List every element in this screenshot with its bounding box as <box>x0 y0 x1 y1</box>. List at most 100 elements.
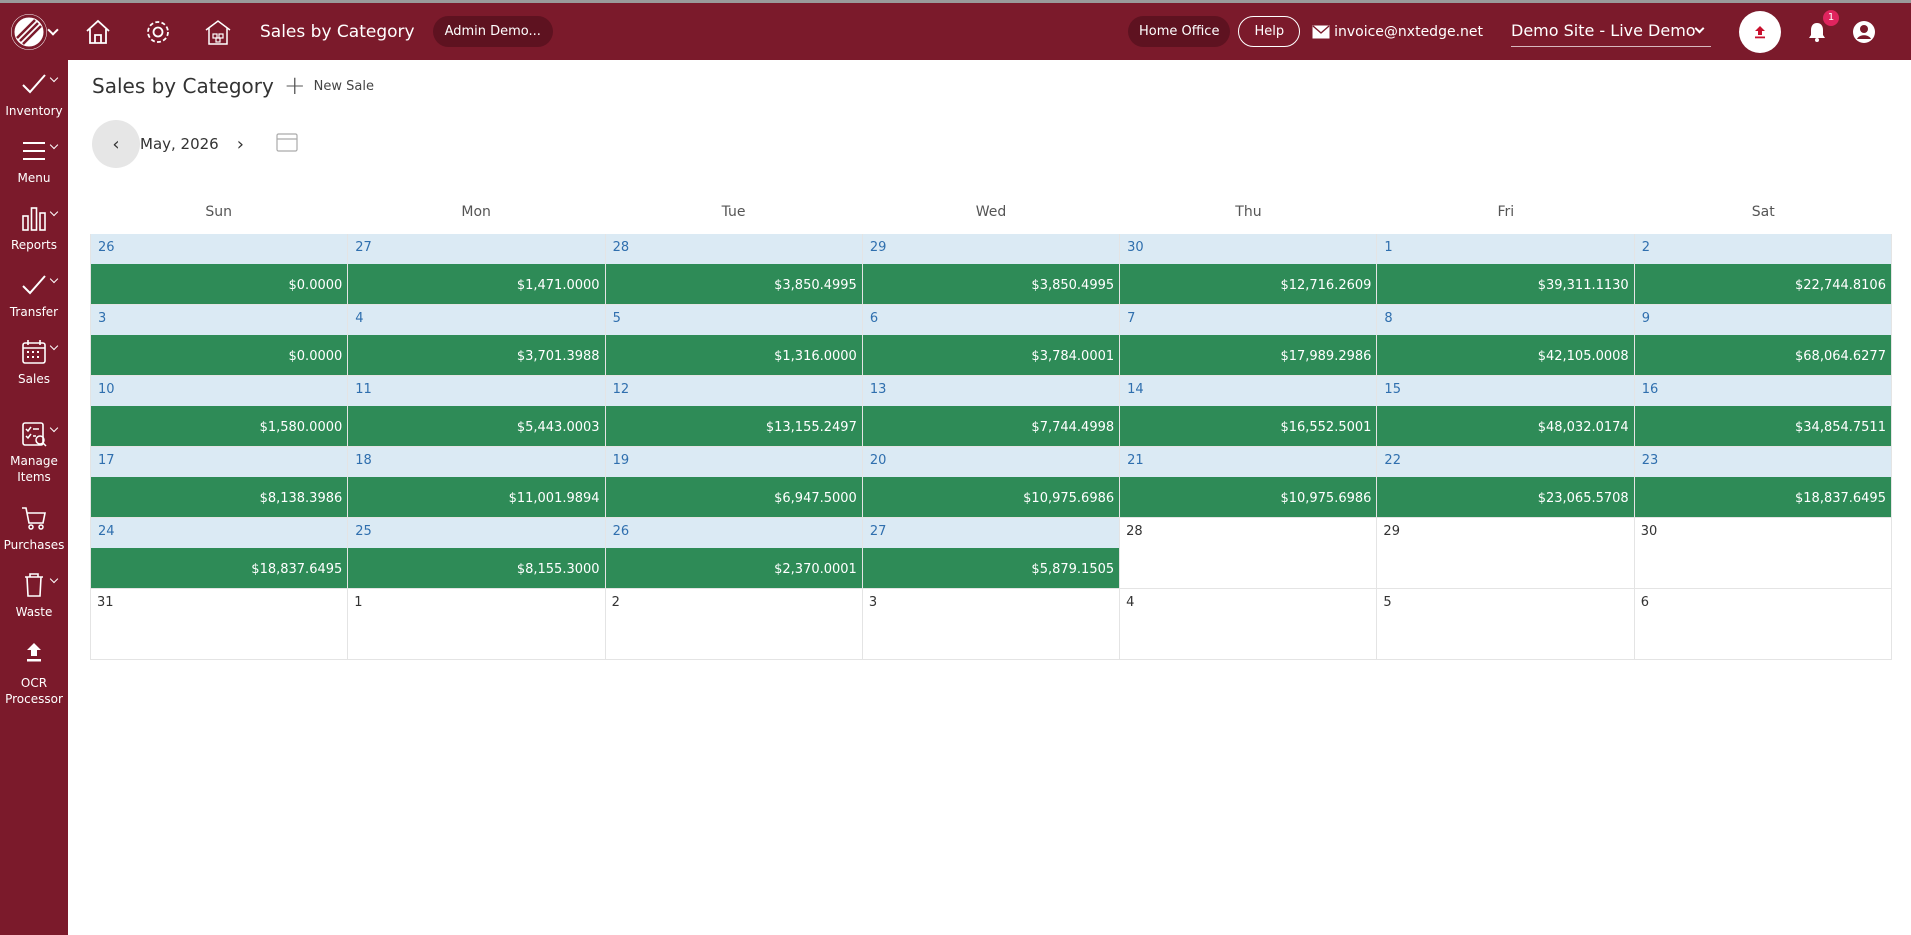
calendar-day-cell[interactable]: 27 $1,471.0000 <box>348 234 606 305</box>
calendar-day-cell[interactable]: 10 $1,580.0000 <box>91 376 349 447</box>
app-logo[interactable] <box>0 3 68 60</box>
calendar-day-cell[interactable]: 20 $10,975.6986 <box>862 447 1121 518</box>
calendar-day-cell[interactable]: 2 $22,744.8106 <box>1634 234 1892 305</box>
user-pill[interactable]: Admin Demo... <box>432 16 553 47</box>
sales-amount[interactable]: $8,155.3000 <box>348 548 605 588</box>
sales-amount[interactable]: $1,316.0000 <box>605 335 862 375</box>
calendar-day-cell[interactable]: 12 $13,155.2497 <box>605 376 863 447</box>
sales-amount[interactable]: $10,975.6986 <box>1120 477 1377 517</box>
site-select[interactable]: Demo Site - Live Demo <box>1511 17 1711 47</box>
sales-amount[interactable]: $11,001.9894 <box>348 477 605 517</box>
calendar-day-cell[interactable]: 15 $48,032.0174 <box>1377 376 1635 447</box>
calendar-day-cell[interactable]: 28 $3,850.4995 <box>605 234 863 305</box>
sales-amount[interactable]: $6,947.5000 <box>605 477 862 517</box>
sales-amount[interactable]: $10,975.6986 <box>862 477 1120 517</box>
calendar-day-cell[interactable]: 4 $3,701.3988 <box>348 305 606 376</box>
sales-amount[interactable]: $1,580.0000 <box>91 406 348 446</box>
calendar-day-cell[interactable]: 18 $11,001.9894 <box>348 447 606 518</box>
new-sale-button[interactable]: + New Sale <box>284 73 374 99</box>
calendar-day-cell[interactable]: 31 <box>91 589 349 660</box>
notifications-button[interactable]: 1 <box>1803 9 1839 46</box>
calendar-day-cell[interactable]: 1 <box>348 589 606 660</box>
sales-amount[interactable]: $42,105.0008 <box>1377 335 1634 375</box>
calendar-day-cell[interactable]: 7 $17,989.2986 <box>1120 305 1378 376</box>
calendar-day-cell[interactable]: 6 $3,784.0001 <box>862 305 1121 376</box>
sales-amount[interactable]: $0.0000 <box>91 335 348 375</box>
calendar-day-cell[interactable]: 9 $68,064.6277 <box>1634 305 1892 376</box>
calendar-day-cell[interactable]: 28 <box>1120 518 1378 589</box>
calendar-day-cell[interactable]: 30 <box>1634 518 1892 589</box>
sales-amount[interactable]: $3,701.3988 <box>348 335 605 375</box>
sidebar-item-purchases[interactable]: Purchases <box>0 502 68 553</box>
sales-amount[interactable]: $0.0000 <box>91 264 348 304</box>
sales-amount[interactable]: $7,744.4998 <box>862 406 1120 446</box>
calendar-day-cell[interactable]: 26 $0.0000 <box>91 234 349 305</box>
calendar-day-cell[interactable]: 3 <box>862 589 1121 660</box>
calendar-day-cell[interactable]: 23 $18,837.6495 <box>1634 447 1892 518</box>
settings-button[interactable] <box>128 3 188 60</box>
calendar-day-cell[interactable]: 24 $18,837.6495 <box>91 518 349 589</box>
sidebar-item-sales[interactable]: Sales <box>0 336 68 387</box>
sales-amount[interactable]: $34,854.7511 <box>1634 406 1891 446</box>
sales-amount[interactable]: $18,837.6495 <box>1634 477 1891 517</box>
date-picker-button[interactable] <box>276 132 298 156</box>
sales-amount[interactable]: $5,879.1505 <box>862 548 1120 588</box>
calendar-day-cell[interactable]: 21 $10,975.6986 <box>1120 447 1378 518</box>
sales-amount[interactable]: $48,032.0174 <box>1377 406 1634 446</box>
home-button[interactable] <box>68 3 128 60</box>
calendar-day-cell[interactable]: 17 $8,138.3986 <box>91 447 349 518</box>
sales-amount[interactable]: $3,850.4995 <box>605 264 862 304</box>
sidebar-item-manage-items[interactable]: Manage Items <box>0 418 68 485</box>
calendar-day-cell[interactable]: 27 $5,879.1505 <box>862 518 1121 589</box>
sales-amount[interactable]: $22,744.8106 <box>1634 264 1891 304</box>
sidebar-item-ocr-processor[interactable]: OCR Processor <box>0 636 68 707</box>
calendar-day-cell[interactable]: 19 $6,947.5000 <box>605 447 863 518</box>
calendar-day-cell[interactable]: 2 <box>605 589 863 660</box>
calendar-day-cell[interactable]: 30 $12,716.2609 <box>1120 234 1378 305</box>
sales-amount[interactable]: $2,370.0001 <box>605 548 862 588</box>
account-button[interactable] <box>1851 19 1877 45</box>
home-office-button[interactable]: Home Office <box>1127 16 1231 47</box>
sales-amount[interactable]: $17,989.2986 <box>1120 335 1377 375</box>
next-month-button[interactable]: › <box>237 134 244 155</box>
calendar-day-cell[interactable]: 4 <box>1120 589 1378 660</box>
help-button[interactable]: Help <box>1238 16 1301 47</box>
calendar-day-cell[interactable]: 16 $34,854.7511 <box>1634 376 1892 447</box>
calendar-day-cell[interactable]: 22 $23,065.5708 <box>1377 447 1635 518</box>
calendar-day-cell[interactable]: 8 $42,105.0008 <box>1377 305 1635 376</box>
sales-amount[interactable]: $12,716.2609 <box>1120 264 1377 304</box>
sales-amount[interactable]: $23,065.5708 <box>1377 477 1634 517</box>
sales-amount[interactable]: $3,850.4995 <box>862 264 1120 304</box>
calendar-day-cell[interactable]: 26 $2,370.0001 <box>605 518 863 589</box>
calendar-day-cell[interactable]: 25 $8,155.3000 <box>348 518 606 589</box>
sales-amount[interactable]: $1,471.0000 <box>348 264 605 304</box>
sales-amount[interactable]: $3,784.0001 <box>862 335 1120 375</box>
calendar-day-cell[interactable]: 29 <box>1377 518 1635 589</box>
sidebar-item-waste[interactable]: Waste <box>0 569 68 620</box>
prev-month-button[interactable]: ‹ <box>92 120 140 168</box>
warehouse-button[interactable] <box>188 3 248 60</box>
sidebar-item-transfer[interactable]: Transfer <box>0 269 68 320</box>
sidebar-item-reports[interactable]: Reports <box>0 202 68 253</box>
sidebar-item-inventory[interactable]: Inventory <box>0 68 68 119</box>
calendar-day-cell[interactable]: 29 $3,850.4995 <box>862 234 1121 305</box>
sales-amount[interactable]: $5,443.0003 <box>348 406 605 446</box>
calendar-day-cell[interactable]: 5 $1,316.0000 <box>605 305 863 376</box>
calendar-day-cell[interactable]: 11 $5,443.0003 <box>348 376 606 447</box>
sales-amount[interactable]: $16,552.5001 <box>1120 406 1377 446</box>
calendar-day-cell[interactable]: 6 <box>1634 589 1892 660</box>
sales-amount[interactable]: $13,155.2497 <box>605 406 862 446</box>
sidebar-item-menu[interactable]: Menu <box>0 135 68 186</box>
calendar-day-cell[interactable]: 13 $7,744.4998 <box>862 376 1121 447</box>
calendar-day-cell[interactable]: 5 <box>1377 589 1635 660</box>
calendar-day-cell[interactable]: 1 $39,311.1130 <box>1377 234 1635 305</box>
calendar-day-cell[interactable]: 14 $16,552.5001 <box>1120 376 1378 447</box>
sales-amount[interactable]: $68,064.6277 <box>1634 335 1891 375</box>
calendar-day-cell[interactable]: 3 $0.0000 <box>91 305 349 376</box>
sales-amount[interactable]: $18,837.6495 <box>91 548 348 588</box>
day-number: 29 <box>1383 524 1400 539</box>
email-link[interactable]: invoice@nxtedge.net <box>1312 24 1483 40</box>
sales-amount[interactable]: $8,138.3986 <box>91 477 348 517</box>
sales-amount[interactable]: $39,311.1130 <box>1377 264 1634 304</box>
upload-button[interactable] <box>1739 10 1781 53</box>
